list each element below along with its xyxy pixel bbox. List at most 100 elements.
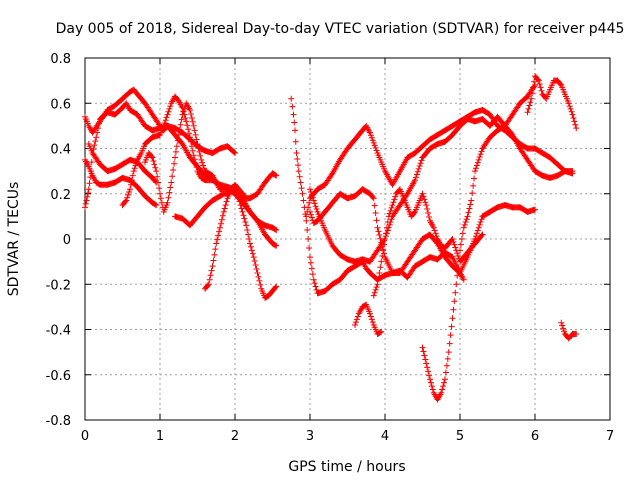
data-point xyxy=(206,276,213,283)
data-point xyxy=(524,109,531,116)
data-point xyxy=(213,240,220,247)
data-point xyxy=(171,160,178,167)
data-point xyxy=(244,226,251,233)
data-point xyxy=(234,194,241,201)
data-point xyxy=(312,203,319,210)
data-point xyxy=(86,180,93,187)
x-tick-label: 2 xyxy=(231,429,239,444)
data-point xyxy=(534,76,541,83)
data-point xyxy=(150,157,157,164)
data-point xyxy=(455,252,462,259)
data-point xyxy=(459,230,466,237)
data-point xyxy=(446,340,453,347)
data-point xyxy=(307,186,313,193)
data-point xyxy=(529,90,536,97)
data-point xyxy=(447,332,454,339)
data-point xyxy=(448,323,455,330)
data-point xyxy=(164,111,171,118)
data-point xyxy=(182,114,189,121)
series-sat-q xyxy=(558,319,580,342)
data-point xyxy=(558,319,565,326)
data-point xyxy=(451,298,458,305)
data-point xyxy=(371,289,378,296)
data-point xyxy=(240,212,247,219)
data-point xyxy=(193,136,200,143)
data-point xyxy=(82,200,89,207)
data-point xyxy=(388,216,395,223)
series-sat-b xyxy=(82,156,160,209)
data-point xyxy=(472,233,479,240)
data-point xyxy=(570,114,577,121)
y-tick-label: 0.6 xyxy=(50,97,71,112)
data-point xyxy=(388,204,395,211)
data-point xyxy=(273,172,280,179)
data-point xyxy=(352,319,359,326)
data-point xyxy=(176,126,183,133)
data-point xyxy=(298,185,305,192)
data-point xyxy=(460,276,467,283)
data-point xyxy=(246,236,253,242)
data-point xyxy=(373,284,380,291)
data-point xyxy=(214,236,221,243)
data-point xyxy=(195,144,202,151)
data-point xyxy=(205,281,212,288)
data-point xyxy=(449,315,456,322)
x-tick-label: 6 xyxy=(531,429,539,444)
data-point xyxy=(414,168,421,175)
data-point xyxy=(238,205,245,212)
data-point xyxy=(242,219,249,226)
data-point xyxy=(172,148,179,155)
data-point xyxy=(569,111,576,118)
data-point xyxy=(84,193,91,200)
data-point xyxy=(167,103,174,110)
data-point xyxy=(175,131,182,138)
data-point xyxy=(433,233,440,240)
data-point xyxy=(380,247,387,254)
data-point xyxy=(421,352,428,359)
data-point xyxy=(328,171,335,178)
data-point xyxy=(311,200,318,207)
data-point xyxy=(289,103,296,110)
series-sat-n xyxy=(370,186,486,299)
data-point xyxy=(168,179,175,186)
data-point xyxy=(478,216,485,223)
data-point xyxy=(307,208,313,215)
data-point xyxy=(573,331,580,338)
data-point xyxy=(531,78,538,85)
y-tick-label: 0.8 xyxy=(50,52,71,67)
data-point xyxy=(419,344,426,351)
data-point xyxy=(308,265,315,272)
data-point xyxy=(163,114,170,121)
data-point xyxy=(374,224,381,231)
data-points xyxy=(82,73,580,403)
data-point xyxy=(565,100,572,107)
data-point xyxy=(247,240,253,247)
data-point xyxy=(251,258,258,265)
data-point xyxy=(295,162,301,169)
data-point xyxy=(85,189,91,196)
data-point xyxy=(444,355,451,362)
y-tick-label: -0.6 xyxy=(46,369,71,384)
data-point xyxy=(256,277,263,284)
data-point xyxy=(536,81,543,88)
data-point xyxy=(429,386,436,393)
data-point xyxy=(160,122,167,129)
data-point xyxy=(307,259,314,266)
data-point xyxy=(219,212,226,219)
data-point xyxy=(462,219,469,226)
data-point xyxy=(418,157,425,164)
data-point xyxy=(568,108,575,115)
data-point xyxy=(384,219,391,226)
data-point xyxy=(215,232,222,239)
data-point xyxy=(426,213,433,220)
data-point xyxy=(198,156,205,163)
data-point xyxy=(456,255,463,262)
data-point xyxy=(392,193,399,200)
data-point xyxy=(372,144,379,151)
data-point xyxy=(373,217,380,224)
data-point xyxy=(389,202,396,209)
data-point xyxy=(535,77,542,84)
data-point xyxy=(386,210,393,217)
data-point xyxy=(477,151,484,158)
data-point xyxy=(216,228,223,235)
